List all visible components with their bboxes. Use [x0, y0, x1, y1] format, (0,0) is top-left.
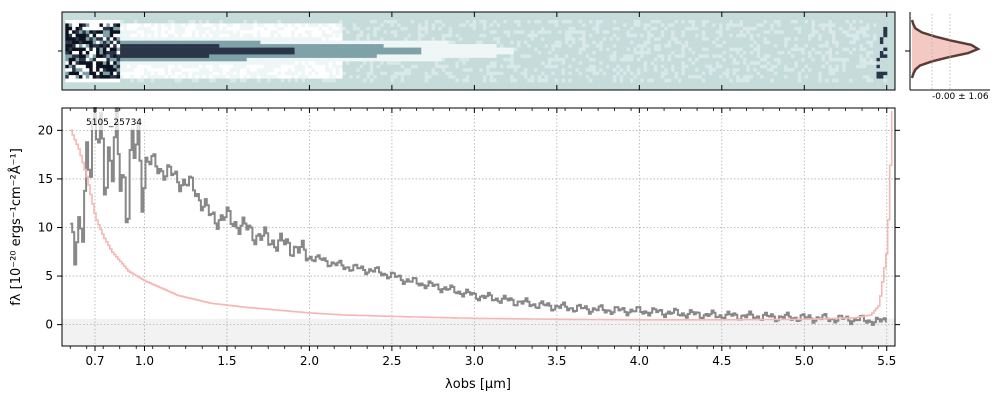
- x-axis: 0.7 1.0 1.5 2.0 2.5 3.0 3.5 4.0 4.5 5.0 5.5: [69, 108, 896, 368]
- y-tick-label: 20: [38, 123, 53, 137]
- x-axis-label: λobs [μm]: [445, 377, 511, 392]
- series-group: [70, 107, 893, 326]
- x-tick-label: 4.5: [712, 354, 731, 368]
- y-tick-label: 0: [45, 318, 53, 332]
- profile-line: [910, 19, 981, 79]
- spectrum-2d-panel: [58, 11, 896, 91]
- spectrum-1d-panel: 5105_25734 0.7 1.0 1.5 2.0 2.5 3.0 3.5 4.0 4.5 5.…: [8, 107, 900, 392]
- error-series: [70, 110, 893, 321]
- x-tick-label: 1.5: [217, 354, 236, 368]
- x-tick-label: 2.0: [300, 354, 319, 368]
- grid: [62, 108, 895, 346]
- y-axis-label: fλ [10⁻²⁰ ergs⁻¹cm⁻²Å⁻¹]: [8, 148, 24, 306]
- x-tick-label: 1.0: [135, 354, 154, 368]
- y-axis: 0 5 10 15 20: [38, 123, 900, 332]
- spectrum-2d-ticks: [58, 12, 888, 90]
- x-tick-label: 3.5: [547, 354, 566, 368]
- x-tick-label: 2.5: [382, 354, 401, 368]
- zero-band: [62, 318, 895, 346]
- y-tick-label: 5: [45, 269, 53, 283]
- y-tick-label: 10: [38, 220, 53, 234]
- x-tick-label: 5.5: [877, 354, 896, 368]
- x-tick-label: 0.7: [85, 354, 104, 368]
- x-tick-label: 5.0: [795, 354, 814, 368]
- y-tick-label: 15: [38, 172, 53, 186]
- flux-series: [70, 107, 887, 326]
- x-tick-label: 3.0: [465, 354, 484, 368]
- spatial-profile-panel: -0.00 ± 1.06: [905, 12, 990, 102]
- spectrum-2d-image: [65, 20, 888, 83]
- title-box: [78, 112, 160, 130]
- profile-annotation: -0.00 ± 1.06: [932, 92, 989, 102]
- x-tick-label: 4.0: [630, 354, 649, 368]
- profile-fill: [912, 20, 978, 78]
- chart-title: 5105_25734: [86, 118, 142, 128]
